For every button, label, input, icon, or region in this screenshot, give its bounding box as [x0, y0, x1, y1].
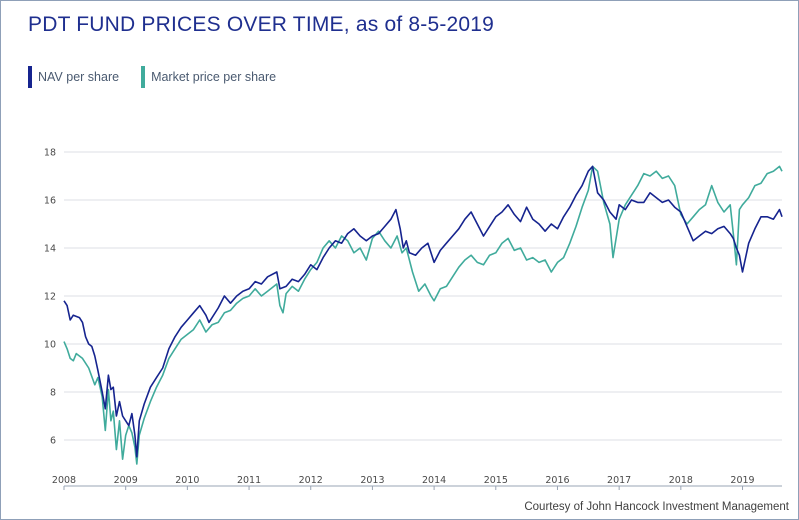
chart-title: PDT FUND PRICES OVER TIME, as of 8-5-201…: [28, 13, 495, 36]
x-tick-label: 2012: [299, 475, 323, 486]
x-tick-label: 2009: [114, 475, 138, 486]
x-tick-label: 2013: [360, 475, 384, 486]
y-tick-label: 10: [44, 340, 56, 351]
y-tick-label: 12: [44, 292, 56, 303]
legend-swatch-market: [141, 66, 146, 88]
x-tick-label: 2019: [730, 475, 754, 486]
legend-label-market: Market price per share: [151, 70, 277, 84]
x-tick-label: 2011: [237, 475, 261, 486]
series-line-market: [63, 165, 783, 465]
x-tick-label: 2016: [545, 475, 569, 486]
x-tick-label: 2014: [422, 475, 446, 486]
y-tick-label: 18: [44, 148, 56, 159]
x-tick-label: 2018: [669, 475, 693, 486]
x-tick-label: 2008: [52, 475, 76, 486]
y-tick-label: 16: [44, 196, 56, 207]
legend-label-nav: NAV per share: [38, 70, 120, 84]
legend-swatch-nav: [28, 66, 32, 88]
legend-item-market: Market price per share: [141, 66, 276, 88]
x-tick-label: 2010: [175, 475, 199, 486]
credit-text: Courtesy of John Hancock Investment Mana…: [524, 501, 789, 513]
y-tick-label: 6: [50, 436, 56, 447]
x-tick-label: 2015: [484, 475, 508, 486]
chart-legend: NAV per share Market price per share: [28, 66, 276, 88]
series-line-nav: [63, 165, 783, 458]
y-tick-label: 8: [50, 388, 56, 399]
legend-item-nav: NAV per share: [28, 66, 119, 88]
x-tick-label: 2017: [607, 475, 631, 486]
y-tick-label: 14: [44, 244, 56, 255]
